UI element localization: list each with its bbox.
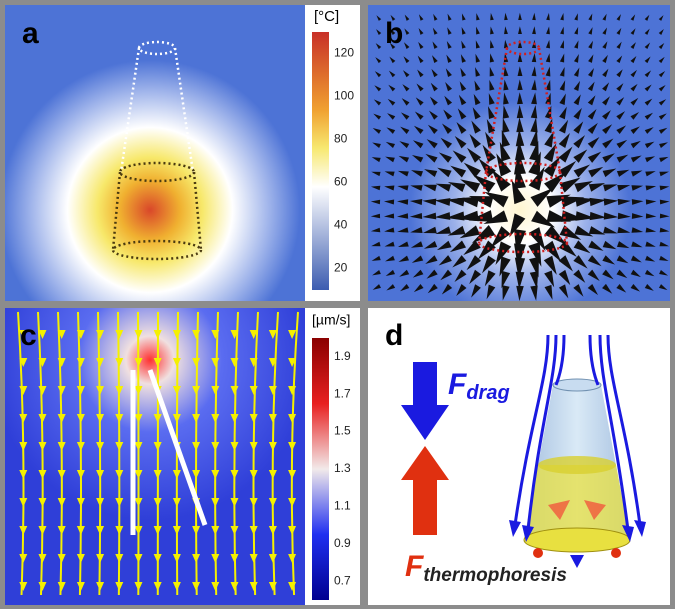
colorbar-tick-label: 100 bbox=[334, 89, 354, 103]
colorbar-tick-label: 80 bbox=[334, 132, 348, 146]
temperature-map bbox=[5, 5, 305, 301]
colorbar-unit: [°C] bbox=[314, 8, 339, 25]
panel-label: a bbox=[22, 17, 39, 50]
colorbar-tick-label: 40 bbox=[334, 218, 348, 232]
colorbar-tick-label: 0.7 bbox=[334, 573, 351, 587]
panel-label: b bbox=[385, 17, 403, 50]
colorbar-tick-label: 1.7 bbox=[334, 386, 351, 400]
colorbar bbox=[312, 32, 329, 290]
colorbar-tick-label: 20 bbox=[334, 261, 348, 275]
colorbar-tick-label: 1.1 bbox=[334, 499, 351, 513]
velocity-map bbox=[5, 308, 305, 605]
colorbar-tick-label: 1.3 bbox=[334, 461, 351, 475]
colorbar-tick-label: 0.9 bbox=[334, 536, 351, 550]
panel-label: c bbox=[20, 319, 37, 352]
colorbar-tick-label: 1.5 bbox=[334, 424, 351, 438]
streamline bbox=[138, 312, 139, 595]
colorbar bbox=[312, 338, 329, 600]
colorbar-unit: [µm/s] bbox=[312, 312, 350, 328]
panel-label: d bbox=[385, 319, 403, 352]
colorbar-tick-label: 1.9 bbox=[334, 349, 351, 363]
colorbar-tick-label: 60 bbox=[334, 175, 348, 189]
colorbar-tick-label: 120 bbox=[334, 46, 354, 60]
